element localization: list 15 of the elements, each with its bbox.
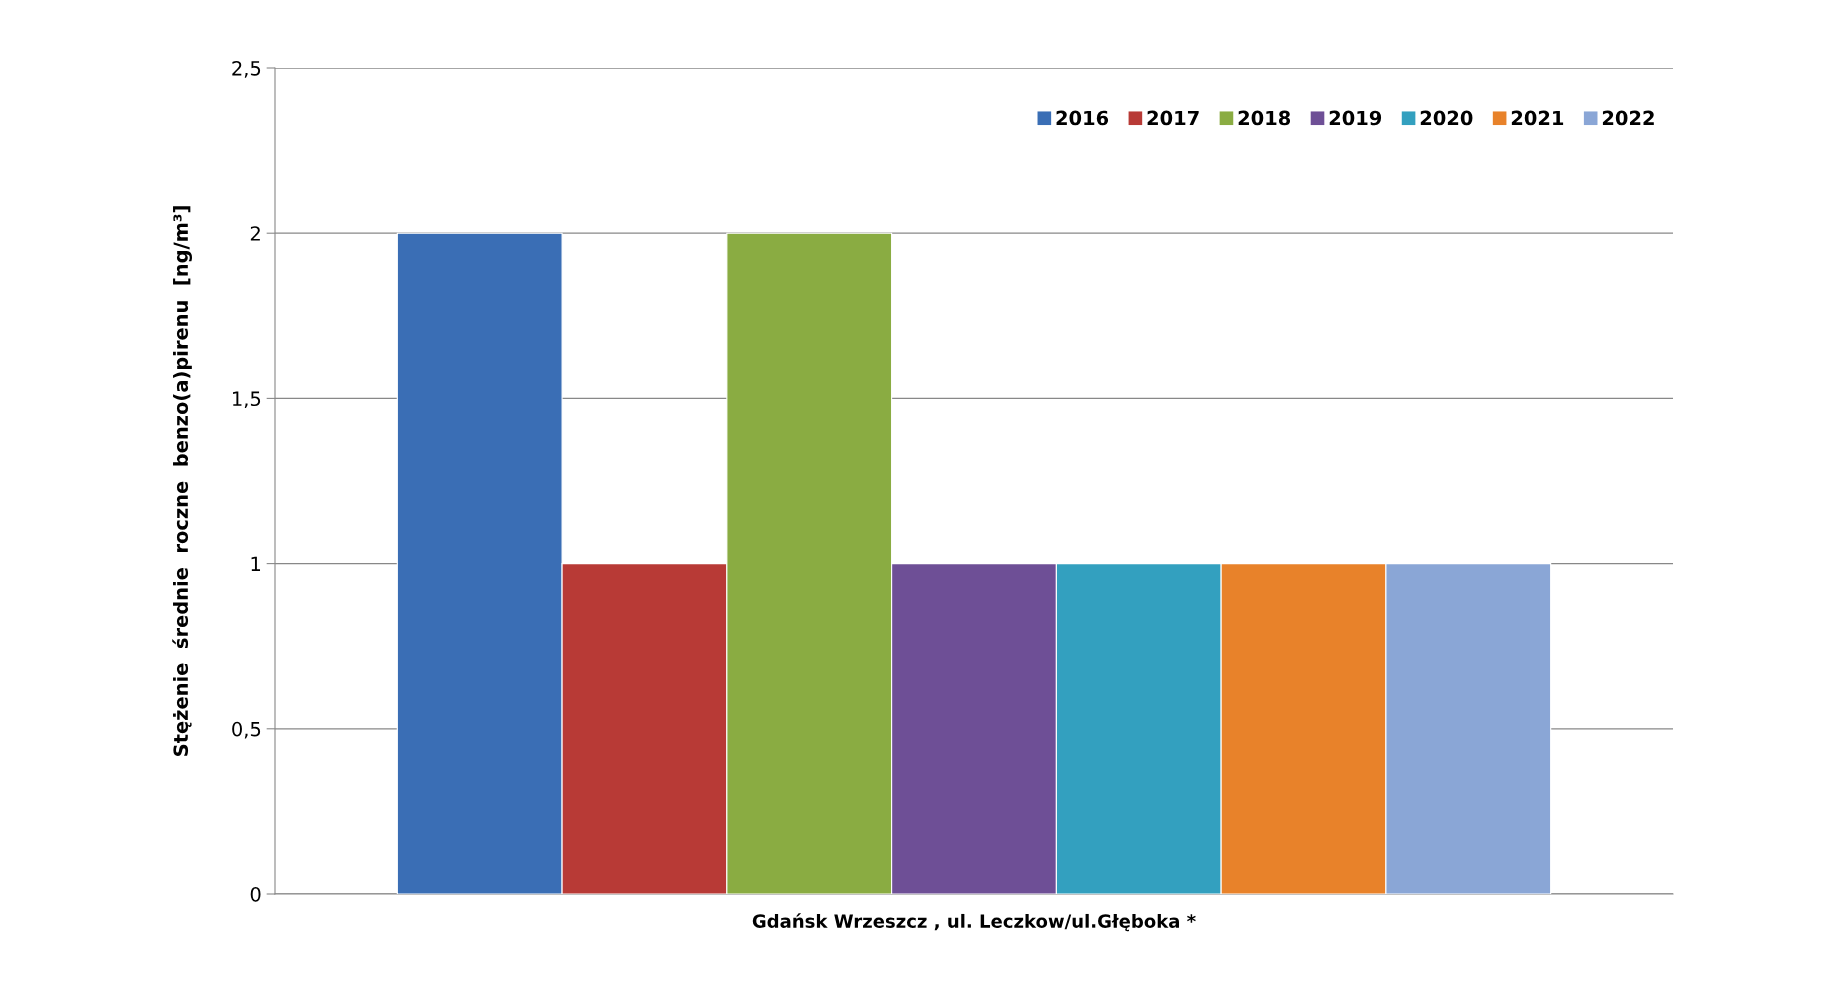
y-tick-label: 2: [250, 226, 260, 241]
y-tick-label: 0,5: [232, 721, 261, 739]
legend-label: 2022: [1602, 110, 1654, 126]
y-tick-label: 1,5: [233, 391, 261, 409]
legend-label: 2021: [1511, 110, 1564, 126]
y-axis-title: Stężenie średnie roczne benzo(a)pirenu [ng/m³]: [172, 206, 192, 756]
legend-label: 2019: [1329, 110, 1382, 126]
y-tick-label: 2,5: [232, 60, 261, 78]
y-tick-label: 1: [251, 556, 261, 571]
y-tick-label: 0: [250, 886, 261, 902]
legend-label: 2020: [1420, 110, 1473, 126]
legend-label: 2017: [1147, 110, 1199, 126]
x-tick-label: Gdańsk Wrzeszcz , ul. Leczkow/ul.Głęboka *: [752, 913, 1196, 932]
legend-label: 2016: [1056, 110, 1109, 126]
legend-label: 2018: [1238, 110, 1291, 126]
